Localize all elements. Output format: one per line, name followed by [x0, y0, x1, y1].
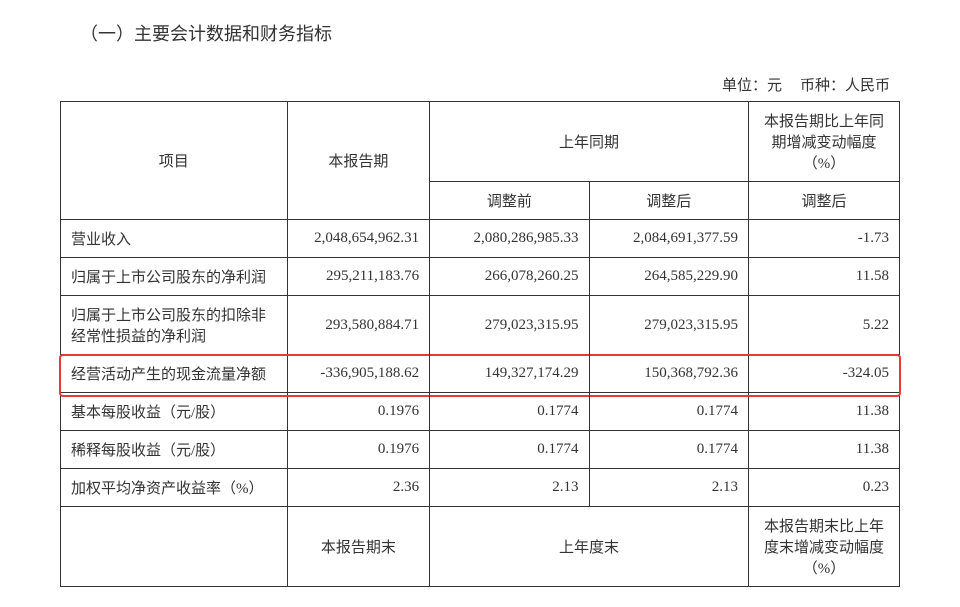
unit-prefix: 单位：	[722, 78, 767, 94]
col-item: 项目	[61, 102, 288, 220]
col-prior-before: 调整前	[430, 182, 589, 220]
cell-change: 5.22	[748, 296, 899, 355]
cell-before: 149,327,174.29	[430, 355, 589, 393]
cell-current: 0.1976	[287, 431, 430, 469]
col-change: 本报告期比上年同期增减变动幅度（%）	[748, 102, 899, 182]
row-label: 归属于上市公司股东的净利润	[61, 258, 288, 296]
cell-after: 150,368,792.36	[589, 355, 748, 393]
unit-line: 单位：元 币种：人民币	[60, 74, 900, 95]
col-current: 本报告期	[287, 102, 430, 220]
cell-change: 11.58	[748, 258, 899, 296]
row-label: 稀释每股收益（元/股）	[61, 431, 288, 469]
currency-value: 人民币	[845, 78, 890, 94]
cell-after: 0.1774	[589, 393, 748, 431]
row-label: 基本每股收益（元/股）	[61, 393, 288, 431]
cell-after: 2,084,691,377.59	[589, 220, 748, 258]
cell-before: 279,023,315.95	[430, 296, 589, 355]
cell-current: 2.36	[287, 469, 430, 507]
table-row: 基本每股收益（元/股）0.19760.17740.177411.38	[61, 393, 900, 431]
unit-value: 元	[767, 78, 782, 94]
footer-change-end: 本报告期末比上年度末增减变动幅度（%）	[748, 507, 899, 587]
table-row: 经营活动产生的现金流量净额-336,905,188.62149,327,174.…	[61, 355, 900, 393]
row-label: 加权平均净资产收益率（%）	[61, 469, 288, 507]
col-prior-after: 调整后	[589, 182, 748, 220]
row-label: 营业收入	[61, 220, 288, 258]
cell-change: -324.05	[748, 355, 899, 393]
cell-change: 0.23	[748, 469, 899, 507]
table-row: 营业收入2,048,654,962.312,080,286,985.332,08…	[61, 220, 900, 258]
cell-current: 2,048,654,962.31	[287, 220, 430, 258]
table-row: 加权平均净资产收益率（%）2.362.132.130.23	[61, 469, 900, 507]
cell-after: 279,023,315.95	[589, 296, 748, 355]
table-row: 归属于上市公司股东的净利润295,211,183.76266,078,260.2…	[61, 258, 900, 296]
cell-change: 11.38	[748, 431, 899, 469]
cell-before: 266,078,260.25	[430, 258, 589, 296]
cell-current: -336,905,188.62	[287, 355, 430, 393]
cell-change: 11.38	[748, 393, 899, 431]
row-label: 经营活动产生的现金流量净额	[61, 355, 288, 393]
cell-before: 2,080,286,985.33	[430, 220, 589, 258]
col-change-sub: 调整后	[748, 182, 899, 220]
cell-current: 0.1976	[287, 393, 430, 431]
footer-current-end: 本报告期末	[287, 507, 430, 587]
table-row: 稀释每股收益（元/股）0.19760.17740.177411.38	[61, 431, 900, 469]
footer-prior-end: 上年度末	[430, 507, 749, 587]
currency-prefix: 币种：	[800, 78, 845, 94]
cell-after: 264,585,229.90	[589, 258, 748, 296]
table-row: 归属于上市公司股东的扣除非经常性损益的净利润293,580,884.71279,…	[61, 296, 900, 355]
cell-before: 0.1774	[430, 431, 589, 469]
cell-before: 0.1774	[430, 393, 589, 431]
cell-current: 293,580,884.71	[287, 296, 430, 355]
cell-before: 2.13	[430, 469, 589, 507]
cell-change: -1.73	[748, 220, 899, 258]
cell-after: 2.13	[589, 469, 748, 507]
col-prior: 上年同期	[430, 102, 749, 182]
cell-current: 295,211,183.76	[287, 258, 430, 296]
financial-table: 项目 本报告期 上年同期 本报告期比上年同期增减变动幅度（%） 调整前 调整后 …	[60, 101, 900, 587]
footer-blank	[61, 507, 288, 587]
cell-after: 0.1774	[589, 431, 748, 469]
section-heading: （一）主要会计数据和财务指标	[60, 20, 900, 46]
row-label: 归属于上市公司股东的扣除非经常性损益的净利润	[61, 296, 288, 355]
